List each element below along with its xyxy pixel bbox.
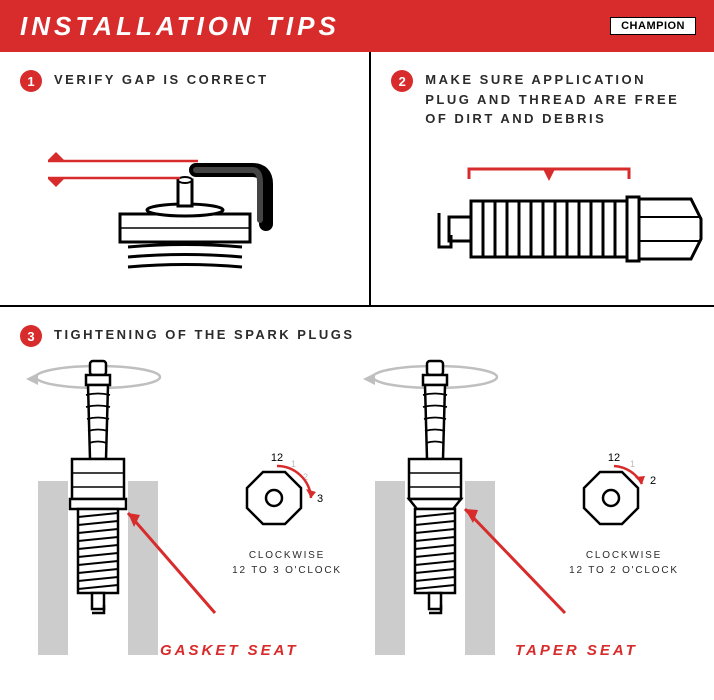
gasket-column: 12 1 2 3 CLOCKWISE 12 TO 3 O'CLOCK GASKE… — [20, 355, 357, 665]
clock-caption: CLOCKWISE 12 TO 2 O'CLOCK — [564, 548, 684, 578]
thread-diagram — [391, 139, 694, 299]
clock-3-label: 3 — [317, 493, 323, 505]
step-header: 3 Tightening of the spark plugs — [20, 325, 694, 347]
header-bar: INSTALLATION TIPS CHAMPION — [0, 0, 714, 52]
step-header: 2 Make sure application plug and thread … — [391, 70, 694, 129]
panel-clean-thread: 2 Make sure application plug and thread … — [371, 52, 714, 305]
top-section: 1 Verify gap is correct — [0, 52, 714, 307]
brand-badge: CHAMPION — [610, 17, 696, 35]
svg-text:1: 1 — [630, 459, 635, 469]
step-text: Verify gap is correct — [54, 70, 269, 90]
gasket-clock: 12 1 2 3 CLOCKWISE 12 TO 3 O'CLOCK — [227, 450, 347, 578]
step-number-badge: 2 — [391, 70, 413, 92]
taper-clock: 12 1 2 CLOCKWISE 12 TO 2 O'CLOCK — [564, 450, 684, 578]
step-header: 1 Verify gap is correct — [20, 70, 349, 92]
plug-row: 12 1 2 3 CLOCKWISE 12 TO 3 O'CLOCK GASKE… — [20, 355, 694, 665]
taper-seat-label: TAPER SEAT — [515, 642, 638, 659]
svg-text:12: 12 — [608, 452, 620, 464]
clock-12-label: 12 — [271, 452, 283, 464]
taper-column: 12 1 2 CLOCKWISE 12 TO 2 O'CLOCK TAPER S… — [357, 355, 694, 665]
svg-text:1: 1 — [291, 459, 296, 469]
step-number-badge: 1 — [20, 70, 42, 92]
gasket-seat-label: GASKET SEAT — [160, 642, 299, 659]
clock-caption: CLOCKWISE 12 TO 3 O'CLOCK — [227, 548, 347, 578]
step-text: Tightening of the spark plugs — [54, 325, 355, 345]
step-number-badge: 3 — [20, 325, 42, 347]
panel-verify-gap: 1 Verify gap is correct — [0, 52, 371, 305]
header-title: INSTALLATION TIPS — [20, 11, 340, 42]
clock-2-label: 2 — [650, 475, 656, 487]
bottom-section: 3 Tightening of the spark plugs — [0, 307, 714, 697]
gap-diagram — [20, 102, 349, 262]
step-text: Make sure application plug and thread ar… — [425, 70, 694, 129]
